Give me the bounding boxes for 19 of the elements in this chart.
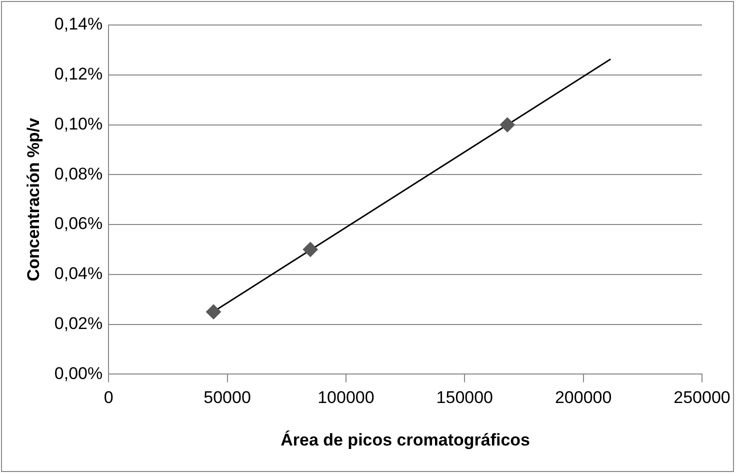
y-tick-label: 0,00% xyxy=(54,364,103,383)
point xyxy=(302,242,318,257)
y-tick-label: 0,06% xyxy=(54,214,103,234)
x-tick-label: 50000 xyxy=(204,388,251,408)
x-tick-label: 150000 xyxy=(436,388,494,408)
x-tick-label: 0 xyxy=(104,388,114,408)
y-tick-label: 0,04% xyxy=(54,264,103,284)
y-tick-label: 0,10% xyxy=(54,114,103,134)
y-tick-label: 0,14% xyxy=(54,14,103,34)
x-axis-title: Área de picos cromatográficos xyxy=(280,429,530,450)
x-tick-label: 200000 xyxy=(554,388,612,408)
y-axis-title: Concentración %p/v xyxy=(24,117,43,282)
y-tick-label: 0,02% xyxy=(54,314,103,333)
point xyxy=(500,117,515,132)
y-tick-label: 0,08% xyxy=(54,164,103,184)
x-tick-label: 250000 xyxy=(674,388,730,408)
y-tick-label: 0,12% xyxy=(54,64,103,84)
point xyxy=(206,304,222,320)
x-tick-label: 100000 xyxy=(318,388,374,408)
